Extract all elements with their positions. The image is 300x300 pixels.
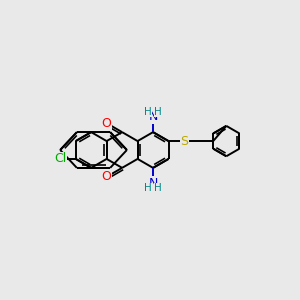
Text: N: N [148,176,158,190]
Text: H: H [154,107,162,117]
Text: H: H [154,183,162,193]
Text: O: O [102,170,112,183]
Text: O: O [102,117,112,130]
Text: Cl: Cl [54,152,67,165]
Text: H: H [144,107,152,117]
Text: N: N [148,110,158,124]
Text: H: H [144,183,152,193]
Text: S: S [181,135,189,148]
